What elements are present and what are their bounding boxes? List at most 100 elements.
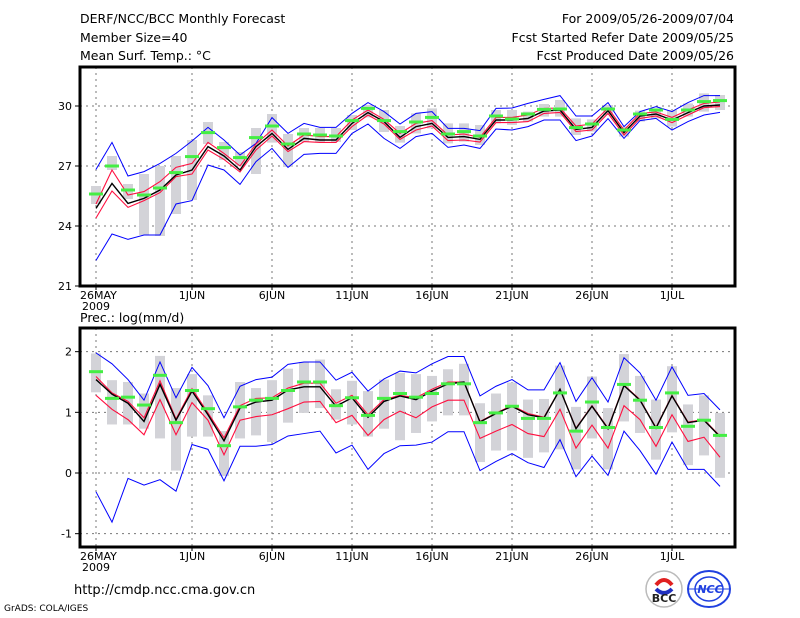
spread-box [251, 388, 261, 436]
marker-dash [457, 130, 471, 134]
marker-dash [521, 416, 535, 420]
spread-line [95, 101, 721, 205]
envelope-line [95, 95, 720, 177]
spread-box [363, 391, 373, 437]
spread-box [459, 363, 469, 416]
y-tick-label: 2 [65, 346, 72, 359]
precip-title: Prec.: log(mm/d) [80, 310, 185, 325]
marker-dash [409, 120, 423, 124]
marker-dash [265, 124, 279, 128]
marker-dash [425, 392, 439, 396]
marker-dash [633, 398, 647, 402]
envelope-line [95, 111, 721, 261]
marker-dash [441, 382, 455, 386]
marker-dash [137, 193, 151, 197]
marker-dash [361, 413, 375, 417]
marker-dash [697, 418, 711, 422]
start-date: Fcst Started Refer Date 2009/05/25 [511, 30, 735, 45]
y-tick-label: 1 [65, 406, 72, 419]
spread-box [571, 406, 581, 470]
mean-line [95, 104, 721, 209]
spread-box [347, 380, 357, 425]
y-tick-label: 0 [65, 467, 72, 480]
envelope-line [95, 430, 721, 524]
marker-dash [185, 155, 199, 159]
ncc-logo: NCC [687, 570, 731, 608]
marker-dash [345, 396, 359, 400]
spread-box [443, 369, 453, 416]
marker-dash [217, 146, 231, 150]
marker-dash [553, 391, 567, 395]
marker-dash [265, 396, 279, 400]
x-tick-label: 26MAY [80, 289, 117, 302]
footer-url[interactable]: http://cmdp.ncc.cma.gov.cn [74, 583, 256, 598]
marker-dash [489, 411, 503, 415]
marker-dash [201, 407, 215, 411]
x-tick-label: 11JUN [335, 289, 369, 302]
spread-box [475, 403, 485, 463]
marker-dash [361, 106, 375, 110]
x-tick-label: 1JUN [179, 289, 206, 302]
marker-dash [105, 164, 119, 168]
spread-box [507, 382, 517, 451]
spread-box [555, 365, 565, 450]
spread-box [251, 128, 261, 174]
marker-dash [713, 99, 727, 103]
svg-text:BCC: BCC [652, 592, 677, 605]
marker-dash [137, 403, 151, 407]
marker-dash [649, 108, 663, 112]
x-tick-label: 6JUN [259, 289, 286, 302]
marker-dash [393, 392, 407, 396]
spread-box [107, 156, 117, 170]
spread-box [139, 174, 149, 235]
spread-box [715, 412, 725, 478]
marker-dash [697, 100, 711, 104]
x-tick-label: 6JUN [259, 550, 286, 563]
member-size: Member Size=40 [80, 30, 188, 45]
spread-box [411, 374, 421, 433]
marker-dash [233, 405, 247, 409]
marker-dash [345, 119, 359, 123]
marker-dash [105, 396, 119, 400]
marker-dash [281, 142, 295, 146]
marker-dash [297, 132, 311, 136]
spread-line [95, 106, 721, 219]
marker-dash [713, 433, 727, 437]
variable-label: Mean Surf. Temp.: °C [80, 48, 211, 63]
spread-box [523, 111, 533, 122]
marker-dash [153, 186, 167, 190]
spread-box [523, 399, 533, 458]
marker-dash [473, 134, 487, 138]
x-tick-label: 11JUN [335, 550, 369, 563]
y-tick-label: 24 [58, 220, 72, 233]
marker-dash [665, 117, 679, 121]
marker-dash [521, 112, 535, 116]
spread-box [635, 375, 645, 433]
marker-dash [665, 391, 679, 395]
spread-box [363, 105, 373, 118]
y-tick-label: 27 [58, 160, 72, 173]
bcc-logo: BCC [645, 570, 683, 608]
spread-box [267, 114, 277, 143]
marker-dash [249, 136, 263, 140]
marker-dash [297, 380, 311, 384]
x-tick-label: 26JUN [575, 550, 609, 563]
marker-dash [617, 128, 631, 132]
marker-dash [121, 395, 135, 399]
spread-box [171, 156, 181, 214]
spread-box [187, 374, 197, 437]
spread-box [667, 366, 677, 433]
x-tick-label: 16JUN [415, 550, 449, 563]
spread-box [347, 115, 357, 130]
marker-dash [89, 192, 103, 196]
spread-box [267, 380, 277, 443]
marker-dash [313, 133, 327, 137]
spread-box [171, 388, 181, 471]
x-tick-label: 16JUN [415, 289, 449, 302]
spread-box [155, 166, 165, 236]
x-tick-label: 21JUN [495, 550, 529, 563]
spread-box [651, 399, 661, 460]
spread-box [491, 393, 501, 451]
x-tick-label: 26JUN [575, 289, 609, 302]
